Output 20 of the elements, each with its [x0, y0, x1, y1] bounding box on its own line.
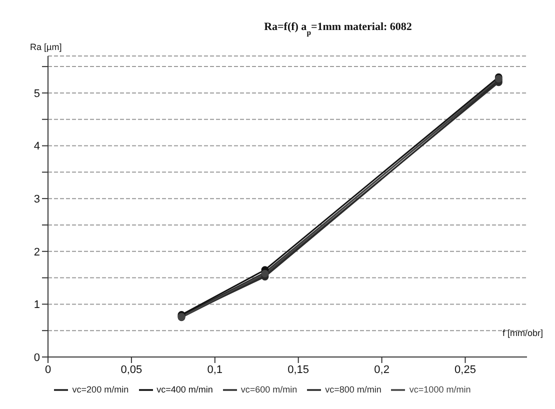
y-tick-label: 0 — [34, 352, 40, 364]
y-tick-label: 4 — [34, 140, 40, 153]
x-tick-label: 0,15 — [288, 364, 310, 376]
x-tick-label: 0 — [44, 364, 52, 376]
y-tick-label: 2 — [34, 246, 40, 258]
y-axis-title: Ra [µm] — [30, 42, 62, 52]
y-tick-label: 3 — [34, 193, 40, 206]
legend-label: vc=1000 m/min — [409, 384, 471, 394]
y-tick-label: 1 — [34, 299, 40, 312]
legend-label: vc=400 m/min — [156, 384, 213, 394]
y-tick-label: 5 — [34, 88, 40, 100]
x-tick-label: 0,2 — [374, 364, 390, 376]
x-tick-label: 0,25 — [454, 364, 476, 376]
x-axis-title: f [mm/obr] — [502, 328, 543, 338]
legend-label: vc=600 m/min — [240, 384, 298, 394]
x-tick-label: 0,1 — [207, 364, 223, 376]
legend-label: vc=800 m/min — [325, 384, 382, 394]
x-tick-label: 0,05 — [120, 364, 142, 376]
chart-title: Ra=f(f) a$_{p}$=1mm material: 6082 — [264, 21, 412, 36]
legend-label: vc=200 m/min — [72, 384, 129, 394]
